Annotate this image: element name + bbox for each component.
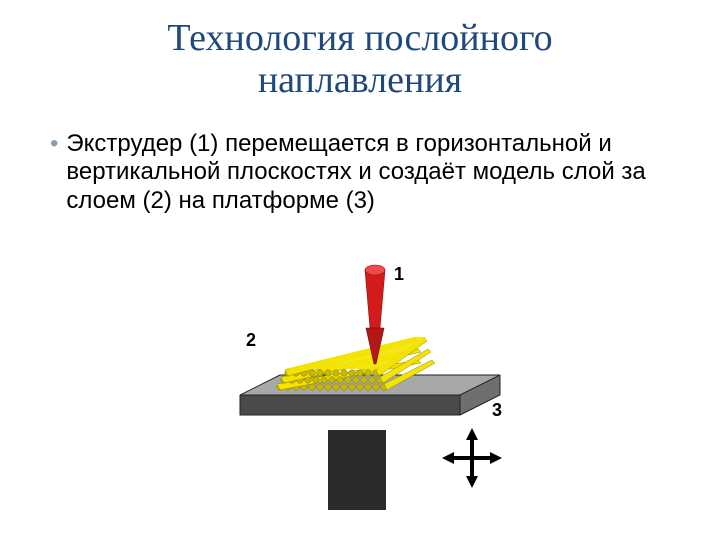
- platform-front: [240, 395, 460, 415]
- label-layers: 2: [246, 330, 256, 351]
- fdm-diagram: 1 2 3: [180, 260, 540, 520]
- diagram-svg: [180, 260, 540, 520]
- title-line-1: Технология послойного: [167, 17, 552, 59]
- bullet-text: Экструдер (1) перемещается в горизонталь…: [66, 130, 660, 216]
- bullet-list: • Экструдер (1) перемещается в горизонта…: [0, 102, 720, 216]
- move-arrows-icon: [442, 428, 502, 488]
- stand-shape: [328, 430, 386, 510]
- page-title: Технология послойного наплавления: [0, 0, 720, 102]
- bullet-dot-icon: •: [50, 130, 58, 216]
- label-extruder: 1: [394, 264, 404, 285]
- label-platform: 3: [492, 400, 502, 421]
- title-line-2: наплавления: [258, 59, 462, 101]
